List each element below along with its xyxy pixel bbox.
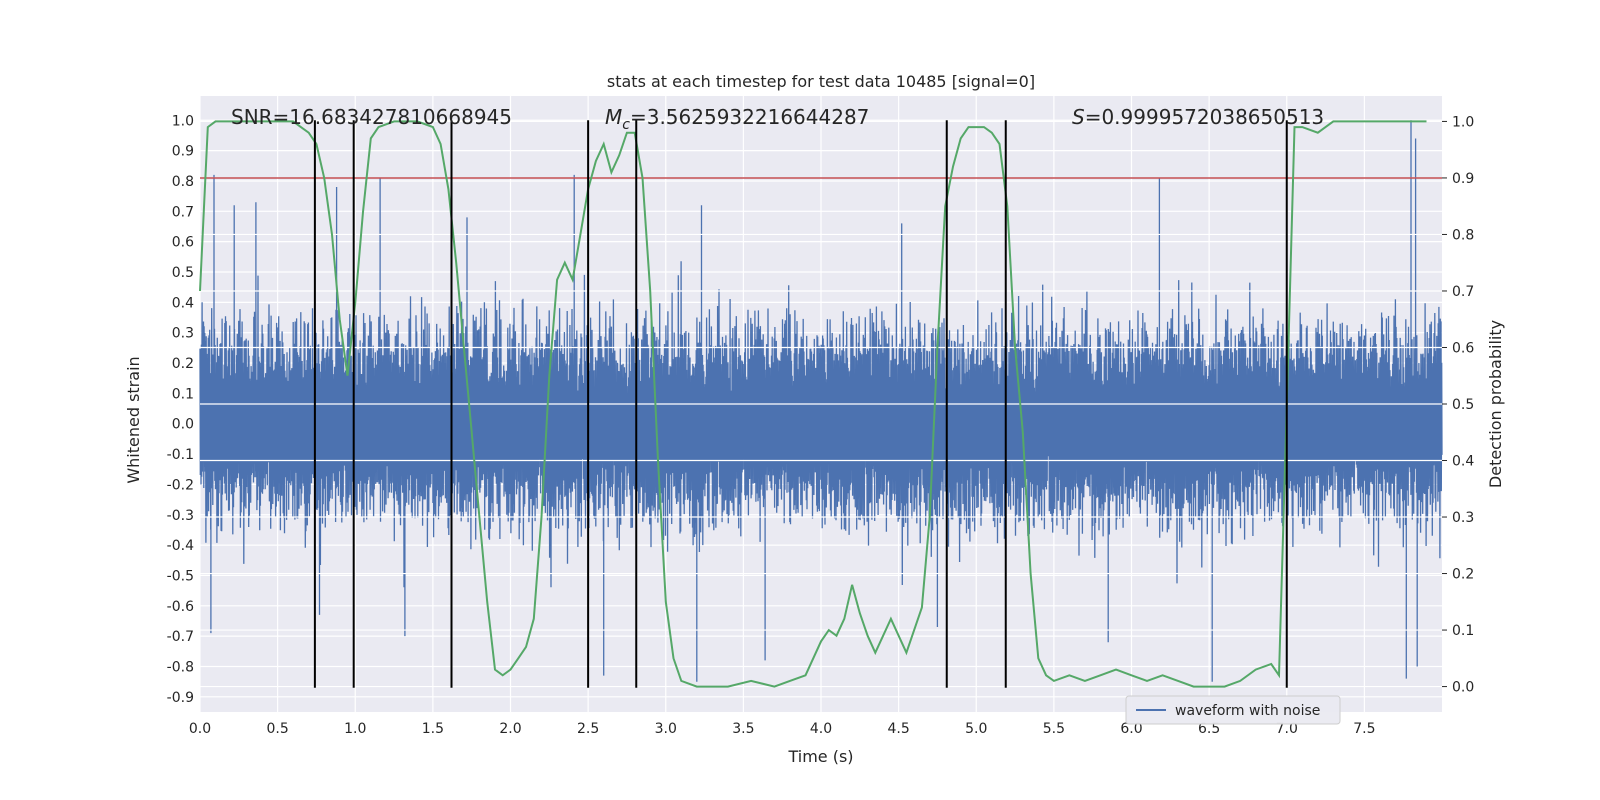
x-tick-label: 4.5: [887, 721, 909, 737]
y-tick-label: -0.5: [167, 568, 194, 584]
y-tick-label: 0.4: [172, 295, 194, 311]
x-tick-label: 3.0: [655, 721, 677, 737]
x-tick-label: 5.5: [1043, 721, 1065, 737]
y-tick-label: -0.8: [167, 659, 194, 675]
x-tick-label: 6.0: [1120, 721, 1142, 737]
x-tick-label: 1.0: [344, 721, 366, 737]
waveform-series: [199, 120, 1443, 682]
y-axis-label: Whitened strain: [124, 356, 143, 483]
annotation-chirp-mass: Mc=3.5625932216644287: [605, 105, 869, 133]
y-tick-label: -0.3: [167, 508, 194, 524]
x-tick-label: 5.0: [965, 721, 987, 737]
x-tick-label: 3.5: [732, 721, 754, 737]
right-tick-label: 0.5: [1452, 397, 1474, 413]
x-axis-label: Time (s): [787, 747, 853, 766]
y-tick-label: 0.9: [172, 144, 194, 160]
x-tick-label: 1.5: [422, 721, 444, 737]
right-tick-label: 0.9: [1452, 171, 1474, 187]
chirp-mass-value: =3.5625932216644287: [630, 105, 869, 129]
right-tick-label: 0.8: [1452, 227, 1474, 243]
right-tick-label: 0.7: [1452, 284, 1474, 300]
score-value: =0.9999572038650513: [1085, 105, 1324, 129]
right-tick-label: 0.3: [1452, 510, 1474, 526]
y-tick-label: -0.4: [167, 538, 194, 554]
annotation-score: S=0.9999572038650513: [1072, 105, 1324, 129]
x-tick-label: 2.5: [577, 721, 599, 737]
y-tick-label: -0.7: [167, 629, 194, 645]
x-tick-label: 0.5: [266, 721, 288, 737]
y-tick-label: 0.7: [172, 204, 194, 220]
chirp-mass-subscript: c: [622, 117, 630, 133]
right-tick-label: 1.0: [1452, 114, 1474, 130]
y-tick-label: 0.6: [172, 235, 194, 251]
annotation-snr: SNR=16.683427810668945: [231, 105, 512, 129]
y-tick-label: 0.3: [172, 326, 194, 342]
y-tick-label: -0.2: [167, 477, 194, 493]
waveform-line: [199, 120, 1443, 682]
y-axis-label-right: Detection probability: [1486, 320, 1505, 488]
tick-labels: 0.0 0.5 1.0 1.5 2.0 2.5 3.0 3.5 4.0 4.5 5.0 5.5 6.0 6…: [167, 113, 1475, 737]
y-tick-label: 0.5: [172, 265, 194, 281]
x-tick-label: 7.5: [1353, 721, 1375, 737]
x-tick-label: 0.0: [189, 721, 211, 737]
chart-title: stats at each timestep for test data 104…: [607, 72, 1035, 91]
x-tick-label: 7.0: [1276, 721, 1298, 737]
legend-box: [1125, 695, 1341, 725]
y-tick-label: 1.0: [172, 113, 194, 129]
y-tick-label: 0.8: [172, 174, 194, 190]
x-tick-label: 4.0: [810, 721, 832, 737]
right-tick-label: 0.4: [1452, 454, 1474, 470]
y-tick-label: -0.6: [167, 599, 194, 615]
legend-label-waveform: waveform with noise: [1175, 703, 1320, 719]
chirp-mass-symbol: M: [605, 105, 622, 129]
y-tick-label: 0.1: [172, 386, 194, 402]
right-tick-label: 0.0: [1452, 680, 1474, 696]
probability-line: [199, 120, 1427, 688]
detection-probability-series: [199, 120, 1427, 688]
right-tick-label: 0.6: [1452, 340, 1474, 356]
x-tick-label: 6.5: [1198, 721, 1220, 737]
right-tick-label: 0.1: [1452, 623, 1474, 639]
vertical-lines: [313, 120, 1288, 688]
right-axis-grid-lines: [200, 120, 1442, 688]
y-tick-label: -0.9: [167, 690, 194, 706]
legend: waveform with noise: [1125, 695, 1341, 725]
y-tick-label: 0.0: [172, 417, 194, 433]
y-tick-label: 0.2: [172, 356, 194, 372]
y-tick-label: -0.1: [167, 447, 194, 463]
x-tick-label: 2.0: [499, 721, 521, 737]
score-symbol: S: [1072, 105, 1085, 129]
right-tick-label: 0.2: [1452, 567, 1474, 583]
